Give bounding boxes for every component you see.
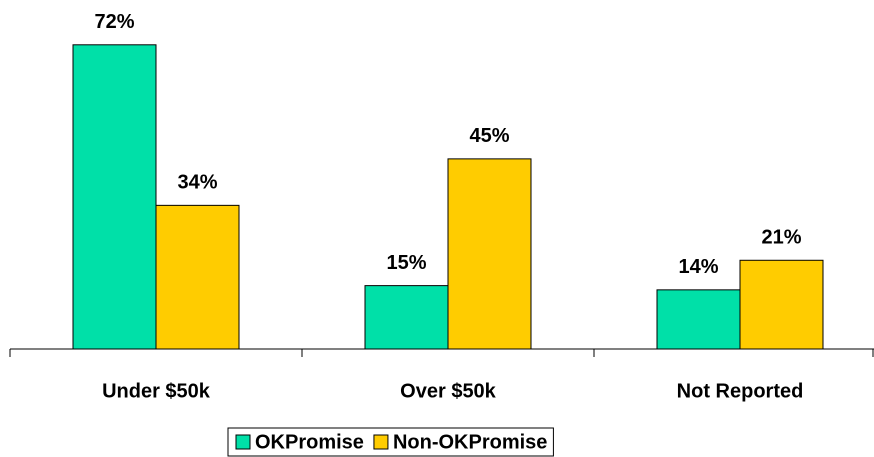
bar bbox=[155, 204, 240, 350]
data-label: 45% bbox=[469, 125, 509, 147]
data-label: 21% bbox=[761, 227, 801, 249]
data-label: 34% bbox=[177, 172, 217, 194]
bar bbox=[656, 289, 741, 350]
legend-swatch bbox=[373, 434, 389, 450]
x-tick-label: Under $50k bbox=[102, 380, 211, 402]
data-label: 15% bbox=[386, 252, 426, 274]
legend-label: OKPromise bbox=[255, 431, 364, 453]
legend-swatch bbox=[235, 434, 251, 450]
bar bbox=[72, 44, 157, 350]
data-label: 72% bbox=[94, 11, 134, 33]
legend-label: Non-OKPromise bbox=[393, 431, 547, 453]
bar bbox=[447, 158, 532, 350]
bar bbox=[739, 259, 824, 350]
x-tick-label: Over $50k bbox=[400, 380, 497, 402]
data-label: 14% bbox=[678, 256, 718, 278]
x-tick-label: Not Reported bbox=[677, 380, 804, 402]
bar bbox=[364, 285, 449, 350]
legend bbox=[227, 427, 554, 457]
